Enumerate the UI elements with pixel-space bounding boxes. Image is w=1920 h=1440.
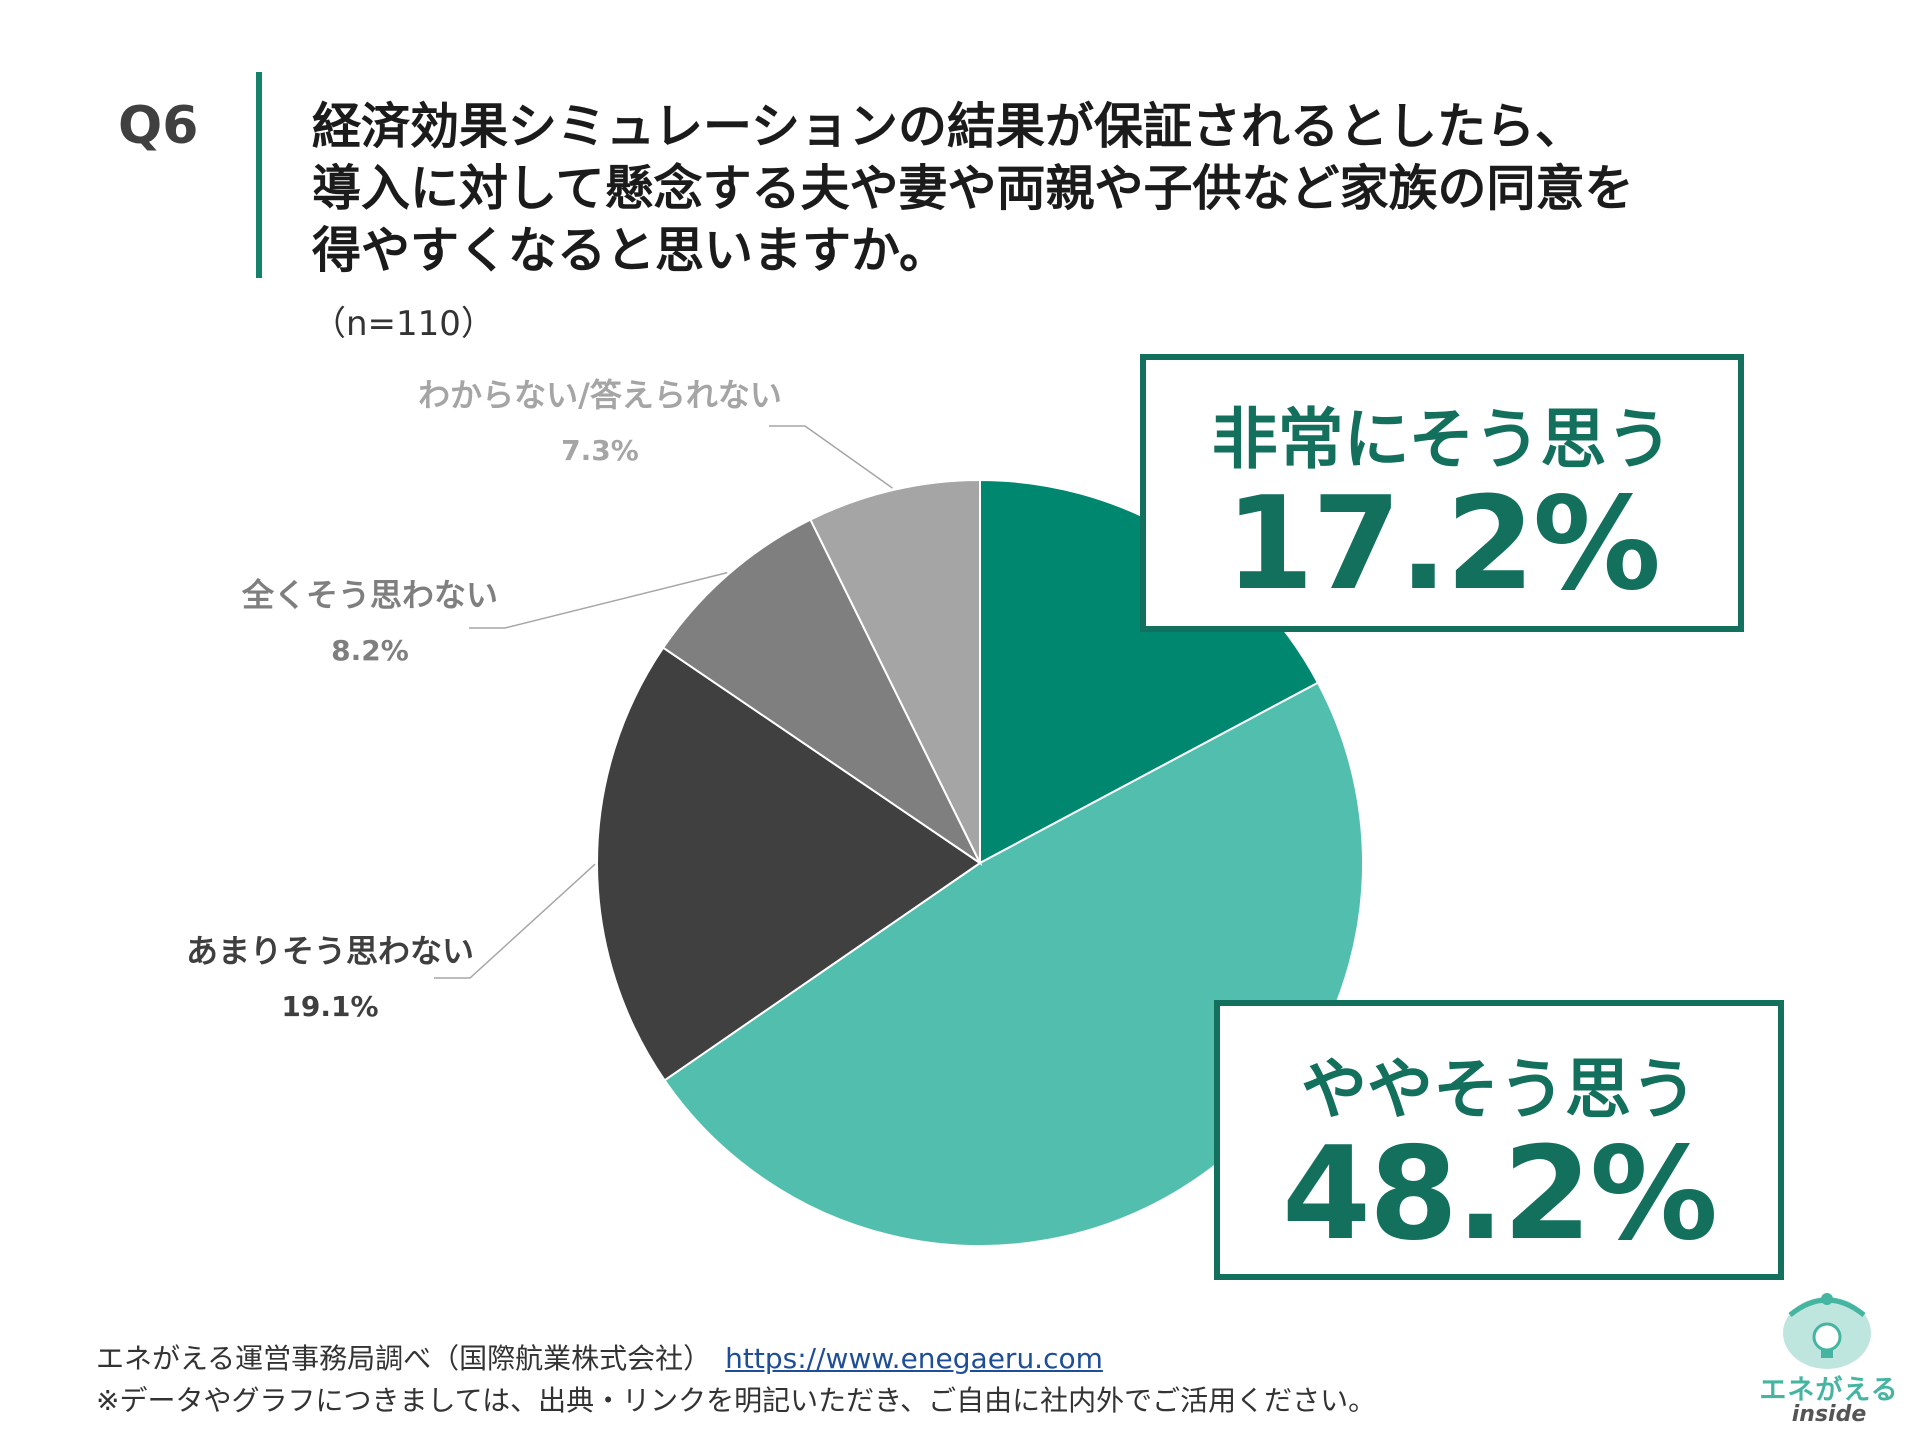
sample-size: （n=110） <box>312 304 495 344</box>
question-divider <box>256 72 262 278</box>
leader-line-5 <box>769 425 893 489</box>
callout-strongly-agree-value: 17.2% <box>1224 470 1661 619</box>
pie-slice-4 <box>661 518 983 866</box>
question-line-1: 経済効果シミュレーションの結果が保証されるとしたら、 <box>312 98 1585 155</box>
lightbulb-icon <box>1783 1293 1871 1369</box>
logo-sub: inside <box>1791 1402 1867 1427</box>
leader-line-3 <box>434 863 596 979</box>
footer: エネがえる運営事務局調べ（国際航業株式会社） https://www.enegae… <box>96 1338 1376 1422</box>
slice-label-5: わからない/答えられない <box>418 376 782 414</box>
source-link[interactable]: https://www.enegaeru.com <box>725 1342 1103 1375</box>
slice-value-4: 8.2% <box>331 634 409 667</box>
callout-somewhat-agree-value: 48.2% <box>1281 1120 1718 1269</box>
callout-somewhat-agree: ややそう思う 48.2% <box>1214 1000 1784 1280</box>
callout-strongly-agree-label: 非常にそう思う <box>1211 401 1673 478</box>
logo-name: エネがえる <box>1759 1375 1899 1406</box>
callout-strongly-agree: 非常にそう思う 17.2% <box>1140 354 1744 632</box>
question-line-2: 導入に対して懸念する夫や妻や両親や子供など家族の同意を <box>312 160 1634 217</box>
slice-label-3: あまりそう思わない <box>186 932 474 970</box>
source-text: エネがえる運営事務局調べ（国際航業株式会社） <box>96 1342 712 1375</box>
source-line: エネがえる運営事務局調べ（国際航業株式会社） https://www.enegae… <box>96 1338 1376 1380</box>
pie-slice-5 <box>809 478 981 864</box>
slice-label-4: 全くそう思わない <box>241 576 498 614</box>
slice-value-3: 19.1% <box>281 990 378 1023</box>
question-title: 経済効果シミュレーションの結果が保証されるとしたら、 導入に対して懸念する夫や妻… <box>312 96 1812 282</box>
question-number: Q6 <box>118 96 199 156</box>
usage-note: ※データやグラフにつきましては、出典・リンクを明記いただき、ご自由に社内外でご活… <box>96 1384 1377 1417</box>
leader-line-4 <box>469 571 728 629</box>
callout-somewhat-agree-label: ややそう思う <box>1301 1051 1697 1128</box>
question-line-3: 得やすくなると思いますか。 <box>312 222 949 279</box>
pie-slice-2 <box>663 681 1364 1247</box>
slice-value-5: 7.3% <box>561 434 639 467</box>
pie-slice-3 <box>596 646 982 1082</box>
